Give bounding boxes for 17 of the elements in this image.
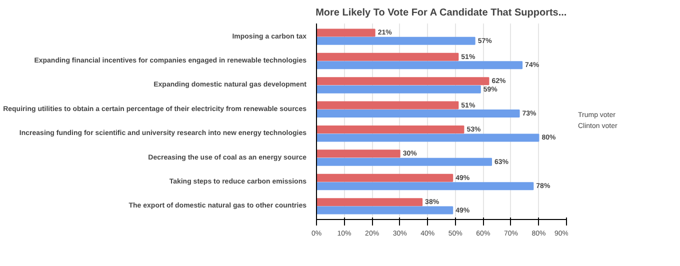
bar xyxy=(316,134,540,142)
bar xyxy=(316,110,520,118)
bar xyxy=(316,28,376,37)
bar xyxy=(316,182,534,190)
bar xyxy=(316,77,490,86)
bar xyxy=(316,150,400,158)
bar xyxy=(316,101,459,110)
bar xyxy=(316,198,423,206)
bar xyxy=(316,85,481,94)
bar xyxy=(316,52,459,61)
bar xyxy=(316,158,492,166)
bar xyxy=(316,36,476,45)
bar xyxy=(316,61,523,70)
chart-title: More Likely To Vote For A Candidate That Supports... xyxy=(316,8,567,18)
bar xyxy=(316,125,464,134)
bar xyxy=(316,206,454,214)
bar xyxy=(316,174,454,182)
